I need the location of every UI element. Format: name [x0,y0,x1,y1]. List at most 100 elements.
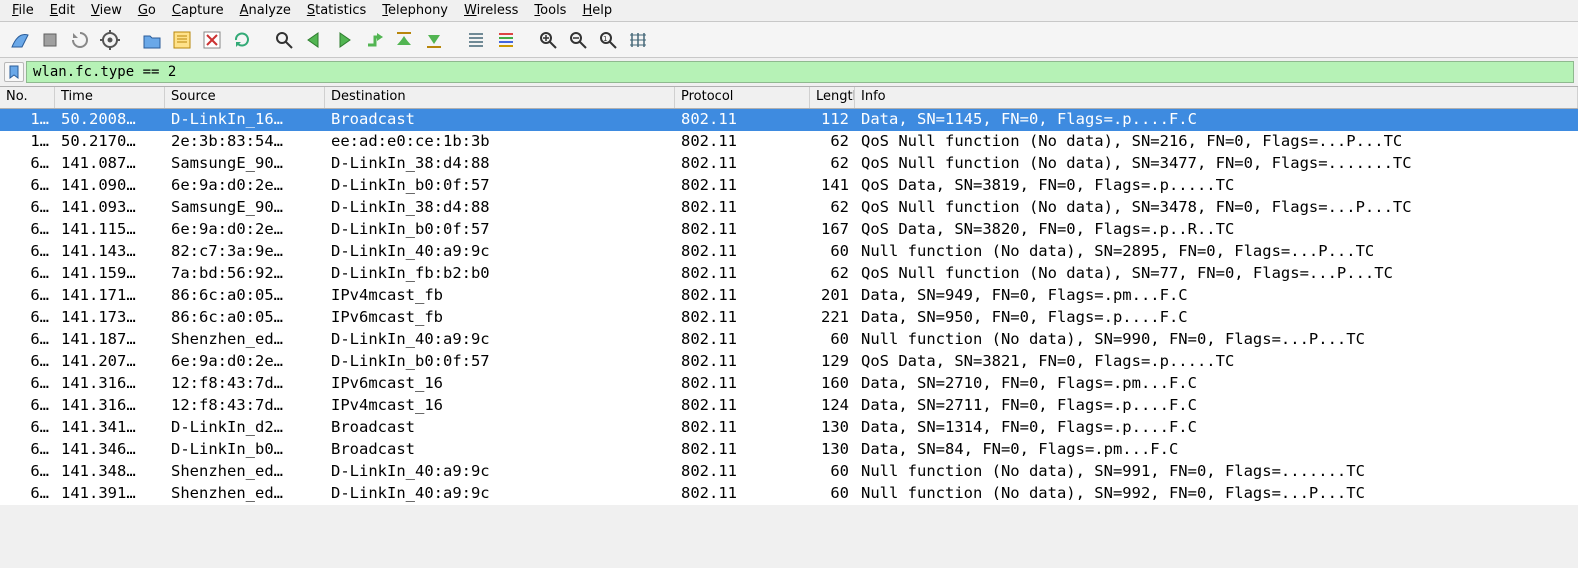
cell-info: Null function (No data), SN=990, FN=0, F… [855,329,1578,351]
cell-no: 6… [0,197,55,219]
bookmark-icon[interactable] [4,62,24,82]
zoom-in-icon[interactable] [534,26,562,54]
cell-no: 6… [0,307,55,329]
table-row[interactable]: 6…141.143…82:c7:3a:9e…D-LinkIn_40:a9:9c8… [0,241,1578,263]
cell-source: 86:6c:a0:05… [165,307,325,329]
cell-protocol: 802.11 [675,439,810,461]
table-row[interactable]: 6…141.090…6e:9a:d0:2e…D-LinkIn_b0:0f:578… [0,175,1578,197]
cell-length: 62 [810,153,855,175]
cell-info: Null function (No data), SN=2895, FN=0, … [855,241,1578,263]
col-length[interactable]: Length [810,87,855,108]
table-row[interactable]: 6…141.207…6e:9a:d0:2e…D-LinkIn_b0:0f:578… [0,351,1578,373]
cell-protocol: 802.11 [675,351,810,373]
cell-length: 141 [810,175,855,197]
cell-info: Data, SN=949, FN=0, Flags=.pm...F.C [855,285,1578,307]
table-row[interactable]: 6…141.171…86:6c:a0:05…IPv4mcast_fb802.11… [0,285,1578,307]
cell-source: 2e:3b:83:54… [165,131,325,153]
table-row[interactable]: 6…141.187…Shenzhen_ed…D-LinkIn_40:a9:9c8… [0,329,1578,351]
cell-length: 124 [810,395,855,417]
reload-icon[interactable] [228,26,256,54]
menu-tools[interactable]: Tools [526,2,574,19]
cell-length: 60 [810,461,855,483]
table-row[interactable]: 1…50.2008…D-LinkIn_16…Broadcast802.11112… [0,109,1578,131]
col-dest[interactable]: Destination [325,87,675,108]
table-row[interactable]: 6…141.087…SamsungE_90…D-LinkIn_38:d4:888… [0,153,1578,175]
menu-go[interactable]: Go [130,2,164,19]
cell-info: Data, SN=1314, FN=0, Flags=.p....F.C [855,417,1578,439]
table-row[interactable]: 6…141.316…12:f8:43:7d…IPv4mcast_16802.11… [0,395,1578,417]
forward-icon[interactable] [330,26,358,54]
restart-icon[interactable] [66,26,94,54]
stop-icon[interactable] [36,26,64,54]
save-icon[interactable] [168,26,196,54]
col-info[interactable]: Info [855,87,1578,108]
cell-length: 167 [810,219,855,241]
packet-table-body: 1…50.2008…D-LinkIn_16…Broadcast802.11112… [0,109,1578,505]
table-row[interactable]: 6…141.348…Shenzhen_ed…D-LinkIn_40:a9:9c8… [0,461,1578,483]
cell-no: 6… [0,219,55,241]
col-no[interactable]: No. [0,87,55,108]
go-first-icon[interactable] [390,26,418,54]
col-time[interactable]: Time [55,87,165,108]
table-row[interactable]: 6…141.391…Shenzhen_ed…D-LinkIn_40:a9:9c8… [0,483,1578,505]
cell-source: Shenzhen_ed… [165,329,325,351]
cell-source: 86:6c:a0:05… [165,285,325,307]
menu-telephony[interactable]: Telephony [374,2,456,19]
menu-file[interactable]: File [4,2,42,19]
zoom-reset-icon[interactable]: 1 [594,26,622,54]
cell-length: 160 [810,373,855,395]
table-row[interactable]: 6…141.346…D-LinkIn_b0…Broadcast802.11130… [0,439,1578,461]
menu-wireless[interactable]: Wireless [456,2,526,19]
back-icon[interactable] [300,26,328,54]
table-row[interactable]: 6…141.316…12:f8:43:7d…IPv6mcast_16802.11… [0,373,1578,395]
menu-help[interactable]: Help [574,2,620,19]
svg-text:1: 1 [603,35,607,43]
autoscroll-icon[interactable] [462,26,490,54]
cell-destination: D-LinkIn_40:a9:9c [325,461,675,483]
find-icon[interactable] [270,26,298,54]
cell-info: Data, SN=2711, FN=0, Flags=.p....F.C [855,395,1578,417]
cell-no: 6… [0,417,55,439]
cell-source: 82:c7:3a:9e… [165,241,325,263]
display-filter-input[interactable] [26,61,1574,83]
col-protocol[interactable]: Protocol [675,87,810,108]
resize-cols-icon[interactable] [624,26,652,54]
table-row[interactable]: 6…141.173…86:6c:a0:05…IPv6mcast_fb802.11… [0,307,1578,329]
menu-capture[interactable]: Capture [164,2,232,19]
table-row[interactable]: 1…50.2170…2e:3b:83:54…ee:ad:e0:ce:1b:3b8… [0,131,1578,153]
zoom-out-icon[interactable] [564,26,592,54]
menu-view[interactable]: View [83,2,130,19]
jump-icon[interactable] [360,26,388,54]
go-last-icon[interactable] [420,26,448,54]
cell-destination: Broadcast [325,109,675,131]
toolbar: 1 [0,22,1578,58]
cell-source: SamsungE_90… [165,197,325,219]
cell-info: QoS Data, SN=3820, FN=0, Flags=.p..R..TC [855,219,1578,241]
close-file-icon[interactable] [198,26,226,54]
filter-bar [0,58,1578,87]
table-row[interactable]: 6…141.093…SamsungE_90…D-LinkIn_38:d4:888… [0,197,1578,219]
menu-analyze[interactable]: Analyze [232,2,299,19]
cell-time: 141.115… [55,219,165,241]
open-icon[interactable] [138,26,166,54]
cell-time: 141.093… [55,197,165,219]
cell-protocol: 802.11 [675,109,810,131]
cell-destination: Broadcast [325,417,675,439]
packet-table-header: No. Time Source Destination Protocol Len… [0,87,1578,109]
table-row[interactable]: 6…141.159…7a:bd:56:92…D-LinkIn_fb:b2:b08… [0,263,1578,285]
cell-source: 6e:9a:d0:2e… [165,219,325,241]
cell-no: 6… [0,153,55,175]
cell-length: 130 [810,417,855,439]
options-icon[interactable] [96,26,124,54]
table-row[interactable]: 6…141.115…6e:9a:d0:2e…D-LinkIn_b0:0f:578… [0,219,1578,241]
table-row[interactable]: 6…141.341…D-LinkIn_d2…Broadcast802.11130… [0,417,1578,439]
cell-source: 6e:9a:d0:2e… [165,351,325,373]
colorize-icon[interactable] [492,26,520,54]
col-source[interactable]: Source [165,87,325,108]
menu-statistics[interactable]: Statistics [299,2,374,19]
cell-length: 60 [810,483,855,505]
cell-source: 12:f8:43:7d… [165,373,325,395]
cell-info: Data, SN=1145, FN=0, Flags=.p....F.C [855,109,1578,131]
shark-fin-icon[interactable] [6,26,34,54]
menu-edit[interactable]: Edit [42,2,83,19]
